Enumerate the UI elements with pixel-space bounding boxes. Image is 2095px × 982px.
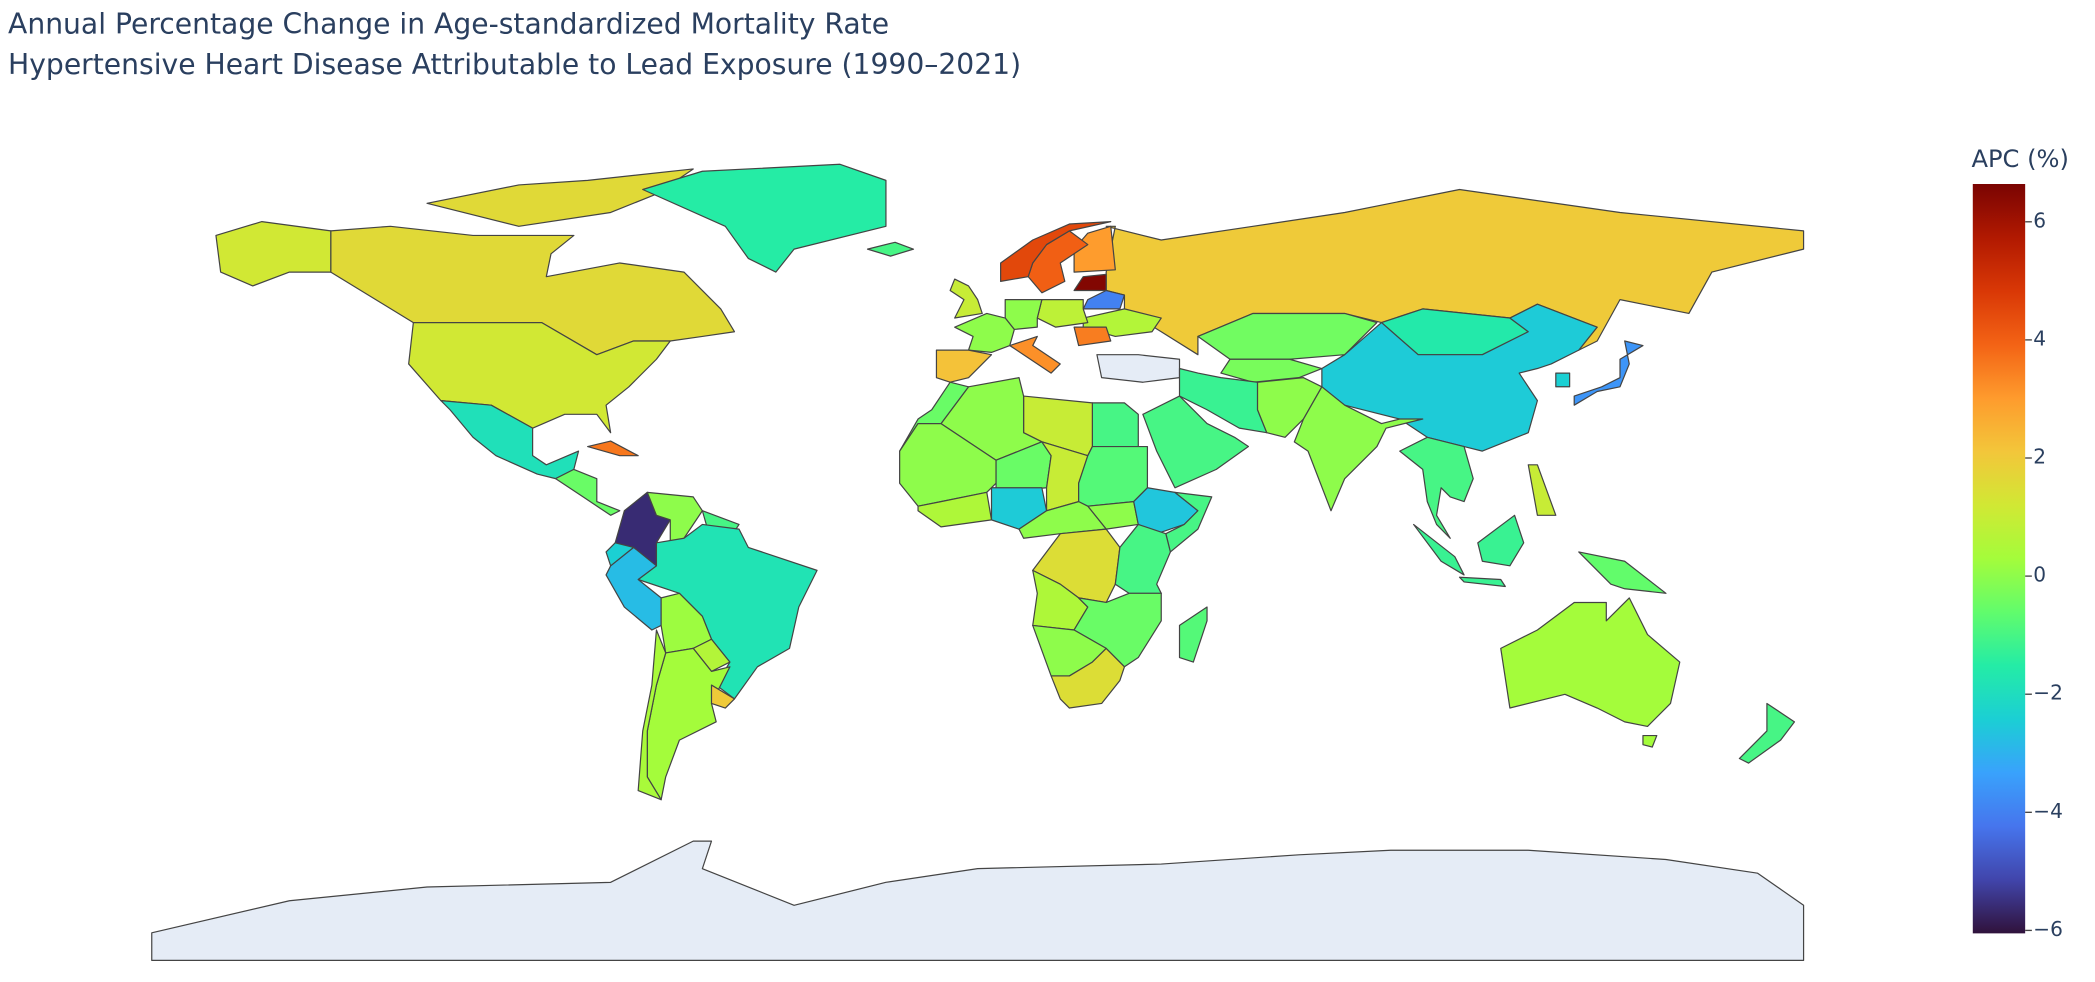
country	[954, 312, 1015, 354]
country	[1500, 597, 1681, 748]
country	[1178, 606, 1208, 663]
country	[1578, 551, 1667, 594]
country	[1009, 335, 1061, 374]
country	[642, 163, 887, 273]
colorbar-gradient	[1972, 184, 2026, 934]
country	[1555, 372, 1571, 388]
country	[1412, 514, 1525, 588]
country	[1036, 299, 1089, 328]
chart-subtitle: Hypertensive Heart Disease Attributable …	[8, 48, 1021, 81]
country	[554, 468, 621, 516]
colorbar: −6 −4 −2 0 2 4 6	[1972, 184, 2063, 941]
country	[1091, 402, 1139, 448]
country	[1082, 289, 1126, 310]
country	[605, 542, 635, 567]
colorbar-tick-label: 2	[2033, 445, 2046, 469]
country	[1399, 436, 1474, 539]
colorbar-tick-label: −2	[2033, 681, 2063, 705]
country	[1256, 377, 1323, 438]
country	[1142, 395, 1250, 489]
no-data-region	[151, 840, 1805, 961]
country	[637, 629, 667, 801]
country	[710, 684, 736, 709]
country	[1050, 647, 1126, 709]
country	[1073, 326, 1112, 347]
colorbar-tick-label: 4	[2033, 326, 2046, 350]
country	[1000, 221, 1112, 282]
colorbar-tick-label: 6	[2033, 208, 2046, 232]
country	[1078, 445, 1149, 507]
country	[1018, 501, 1107, 539]
country	[215, 221, 332, 287]
country	[949, 278, 983, 319]
country	[1114, 523, 1171, 594]
no-data-region	[1096, 354, 1181, 383]
country	[1321, 303, 1598, 452]
colorbar-title: APC (%)	[1971, 145, 2068, 173]
country	[1573, 340, 1644, 406]
country	[1073, 592, 1162, 668]
country	[935, 349, 993, 383]
country	[866, 241, 915, 257]
country	[1527, 464, 1557, 516]
colorbar-tick-label: −6	[2033, 917, 2063, 941]
colorbar-tick-label: 0	[2033, 563, 2046, 587]
country	[917, 491, 993, 528]
chart-title: Annual Percentage Change in Age-standard…	[8, 8, 889, 41]
country	[1073, 273, 1107, 292]
country	[587, 440, 639, 457]
country	[1738, 702, 1796, 764]
country	[1293, 386, 1424, 512]
map	[151, 163, 1805, 961]
colorbar-tick-label: −4	[2033, 799, 2063, 823]
